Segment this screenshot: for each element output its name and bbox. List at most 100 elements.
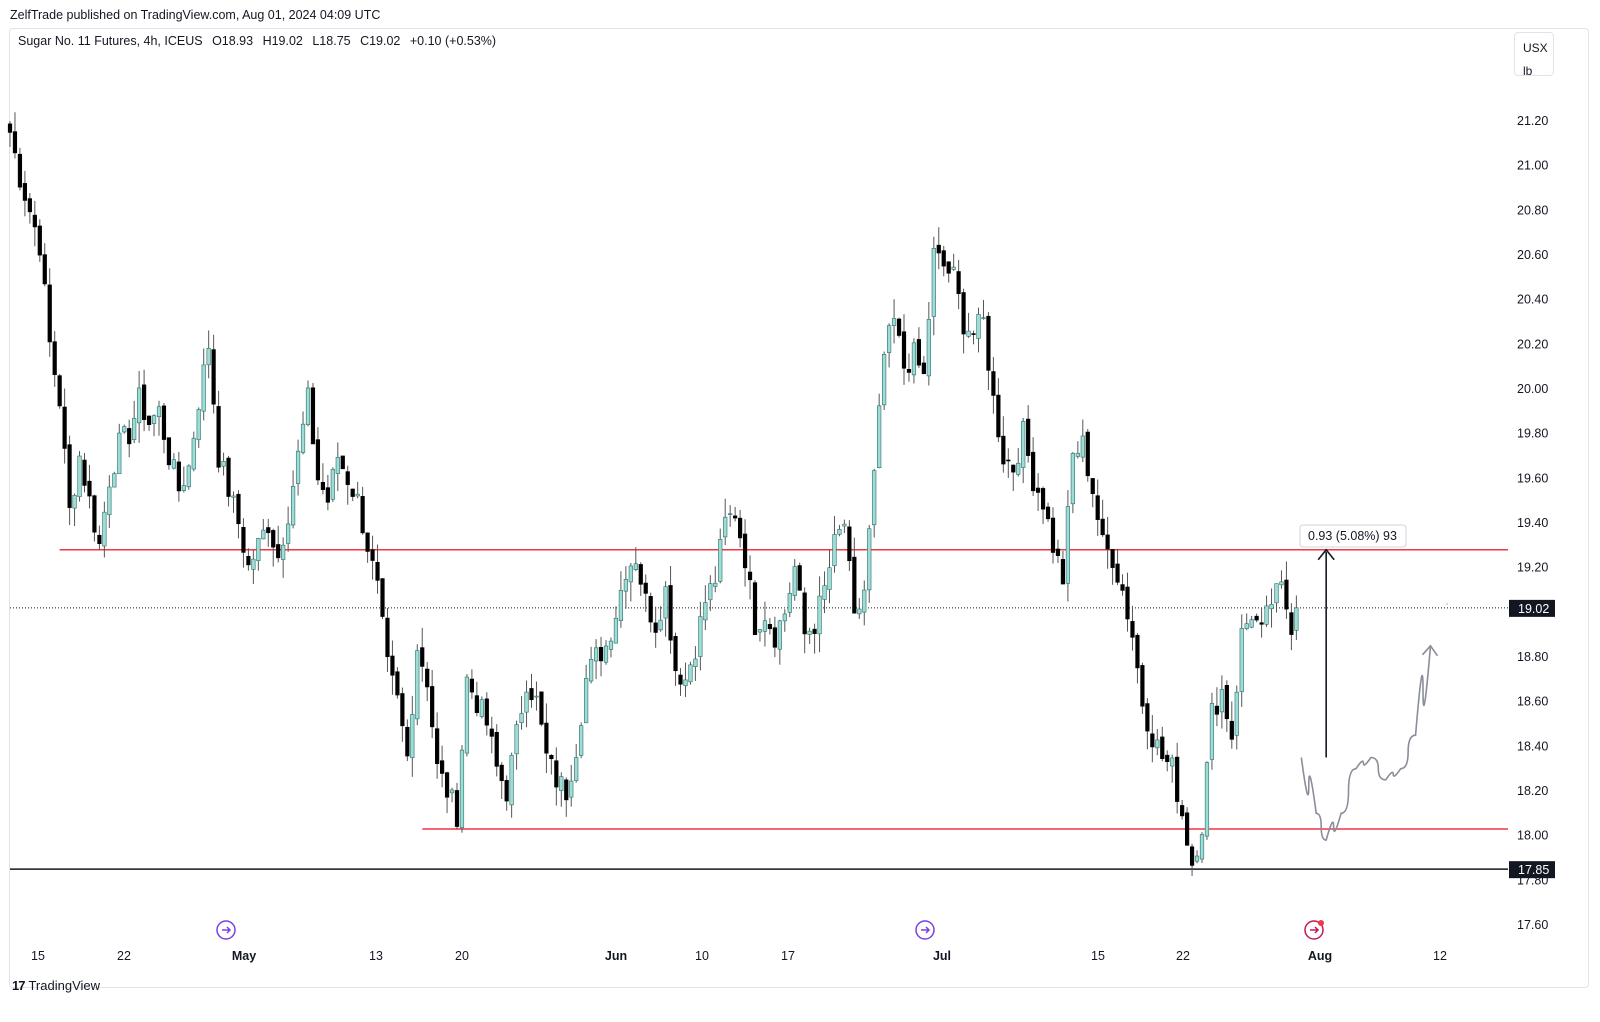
candle-up (300, 423, 306, 453)
candle-down (1289, 612, 1294, 635)
candle-up (1021, 421, 1026, 468)
candle-up (966, 330, 971, 337)
measure-arrow-head (1317, 548, 1335, 561)
candle-down (1130, 621, 1135, 638)
candle-up (514, 724, 519, 755)
candle-down (847, 526, 852, 562)
candle-down (345, 471, 350, 485)
candle-up (196, 409, 201, 441)
candle-up (857, 608, 862, 615)
tradingview-logo-icon: 17 (12, 978, 26, 993)
candle-up (593, 647, 599, 662)
unit-selector[interactable]: USX lb (1514, 32, 1554, 78)
candle-up (976, 314, 981, 339)
candle-down (1259, 622, 1264, 625)
candle-down (797, 565, 802, 591)
candle-up (683, 679, 688, 686)
time-tick-label: 13 (369, 949, 383, 963)
candle-up (534, 695, 539, 698)
candle-up (1075, 452, 1080, 457)
candle-up (286, 523, 291, 544)
candle-up (862, 589, 867, 613)
candle-up (449, 789, 455, 794)
candle-up (787, 592, 792, 613)
candle-up (728, 513, 733, 515)
candle-up (1249, 619, 1254, 628)
candle-up (867, 528, 872, 591)
candle-up (569, 780, 574, 798)
candle-down (956, 271, 961, 295)
earnings-event-icon[interactable] (1304, 920, 1324, 940)
candle-down (1090, 478, 1095, 494)
candle-up (757, 629, 763, 633)
candle-down (936, 244, 941, 254)
price-tick-label: 20.80 (1517, 203, 1548, 217)
candle-up (663, 586, 668, 619)
candle-up (688, 664, 693, 683)
candle-down (1229, 720, 1234, 740)
price-tick-label: 18.40 (1517, 739, 1548, 753)
tradingview-brand[interactable]: 17 TradingView (12, 978, 100, 993)
candle-up (1070, 453, 1075, 505)
dividend-event-icon[interactable] (216, 920, 236, 940)
candle-down (554, 760, 559, 788)
symbol-name[interactable]: Sugar No. 11 Futures, 4h, ICEUS (18, 34, 203, 48)
candle-down (991, 371, 996, 396)
candle-up (330, 468, 335, 500)
candle-up (703, 602, 708, 621)
candle-down (1284, 579, 1289, 610)
candle-up (723, 516, 728, 538)
candle-up (693, 658, 698, 667)
candle-down (211, 349, 216, 405)
candle-down (1185, 812, 1190, 846)
candle-down (92, 495, 97, 533)
publisher-line: ZelfTrade published on TradingView.com, … (10, 8, 381, 22)
candle-down (142, 384, 147, 420)
candle-up (608, 640, 614, 650)
candle-up (623, 579, 628, 592)
candle-down (241, 527, 246, 553)
candle-down (916, 339, 921, 366)
candle-down (529, 688, 534, 701)
candle-up (295, 450, 301, 484)
candle-down (1140, 665, 1145, 707)
candle-down (405, 726, 410, 757)
chart-frame (9, 28, 1589, 988)
candle-down (747, 571, 753, 581)
time-tick-label: 10 (695, 949, 709, 963)
candle-down (564, 779, 569, 801)
candle-up (911, 342, 917, 376)
event-circle (1304, 920, 1324, 940)
candle-down (504, 780, 509, 802)
candle-down (52, 341, 57, 375)
candle-down (812, 628, 817, 634)
dividend-event-icon[interactable] (915, 920, 935, 940)
candle-up (251, 558, 256, 570)
candle-up (1204, 762, 1210, 837)
time-tick-label: 17 (781, 949, 795, 963)
time-tick-label: 15 (1091, 949, 1105, 963)
drawings: 0.93 (5.08%) 93 (1299, 524, 1448, 841)
candle-down (385, 617, 390, 658)
candle-up (837, 529, 842, 535)
candle-down (469, 678, 475, 693)
candle-down (1135, 634, 1140, 669)
price-tick-label: 21.00 (1517, 159, 1548, 173)
candle-up (842, 523, 847, 527)
candle-up (588, 659, 594, 682)
measure-unit: lb (1523, 64, 1533, 78)
candle-up (698, 616, 703, 657)
candle-up (132, 418, 137, 441)
current-price-badge (1509, 599, 1555, 617)
event-arrow (921, 926, 931, 934)
candle-down (320, 482, 326, 490)
marker-dot (1446, 603, 1448, 605)
candle-down (425, 668, 430, 688)
candle-down (673, 636, 678, 672)
candle-up (584, 678, 589, 724)
price-tick-label: 20.20 (1517, 337, 1548, 351)
candle-down (444, 772, 450, 798)
candle-up (931, 247, 936, 317)
candle-up (886, 325, 892, 353)
